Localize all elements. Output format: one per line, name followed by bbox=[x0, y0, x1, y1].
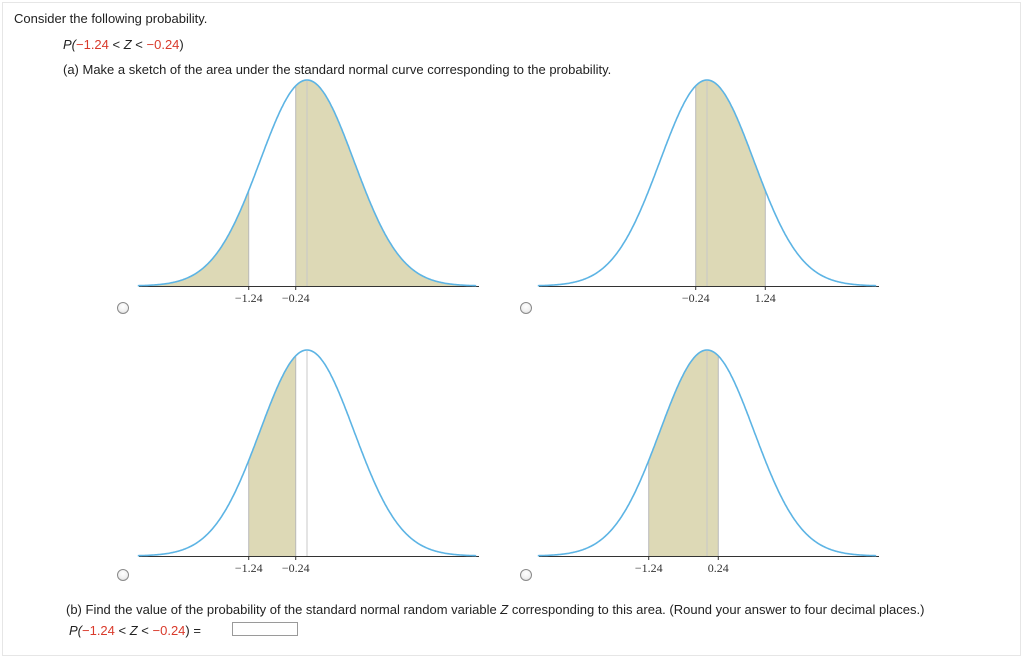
chart-option-top-right: −0.24 1.24 bbox=[535, 70, 885, 315]
tick-label: −0.24 bbox=[682, 291, 710, 305]
prob-lower: −1.24 bbox=[76, 37, 109, 52]
normal-curve bbox=[137, 79, 477, 287]
tick-label: −1.24 bbox=[235, 561, 263, 575]
tick-label: 0.24 bbox=[708, 561, 729, 575]
shaded-region bbox=[648, 350, 719, 556]
shaded-region bbox=[295, 80, 477, 286]
part-a-prompt: (a) Make a sketch of the area under the … bbox=[63, 62, 612, 77]
prob-z: Z bbox=[123, 37, 132, 52]
shaded-region bbox=[248, 355, 296, 556]
chart-option-bottom-left: −1.24 −0.24 bbox=[135, 340, 485, 585]
part-b-text-after: corresponding to this area. (Round your … bbox=[508, 602, 925, 617]
answer-equals: = bbox=[189, 623, 201, 638]
answer-close: ) bbox=[185, 623, 190, 638]
answer-p: P( bbox=[69, 623, 82, 638]
chart-option-bottom-right: −1.24 0.24 bbox=[535, 340, 885, 585]
part-b-prompt: (b) Find the value of the probability of… bbox=[66, 602, 924, 617]
question-intro: Consider the following probability. bbox=[14, 11, 208, 26]
answer-lt-2: < bbox=[137, 623, 153, 638]
normal-curve-chart: −0.24 1.24 bbox=[537, 79, 879, 305]
normal-curve-chart: −1.24 −0.24 bbox=[137, 349, 479, 575]
answer-upper: −0.24 bbox=[152, 623, 186, 638]
shaded-region bbox=[137, 190, 249, 286]
prob-upper: −0.24 bbox=[146, 37, 180, 52]
probability-expression: P(−1.24 < Z < −0.24) bbox=[63, 37, 184, 52]
radio-option-top-right[interactable] bbox=[520, 302, 532, 314]
prob-close: ) bbox=[179, 37, 184, 52]
answer-input[interactable] bbox=[232, 622, 298, 636]
prob-lt-1: < bbox=[108, 37, 124, 52]
radio-option-bottom-right[interactable] bbox=[520, 569, 532, 581]
radio-option-top-left[interactable] bbox=[117, 302, 129, 314]
answer-lower: −1.24 bbox=[82, 623, 115, 638]
tick-label: −0.24 bbox=[282, 291, 310, 305]
answer-z: Z bbox=[129, 623, 138, 638]
normal-curve-chart: −1.24 0.24 bbox=[537, 349, 879, 575]
tick-label: 1.24 bbox=[755, 291, 776, 305]
tick-label: −1.24 bbox=[235, 291, 263, 305]
chart-option-top-left: −1.24 −0.24 bbox=[135, 70, 485, 315]
radio-option-bottom-left[interactable] bbox=[117, 569, 129, 581]
normal-curve-chart: −1.24 −0.24 bbox=[137, 79, 479, 305]
tick-label: −0.24 bbox=[282, 561, 310, 575]
shaded-region bbox=[695, 80, 766, 286]
normal-curve bbox=[137, 349, 477, 557]
part-b-text-before: (b) Find the value of the probability of… bbox=[66, 602, 501, 617]
normal-curve bbox=[537, 349, 877, 557]
part-b-z: Z bbox=[500, 602, 509, 617]
prob-lt-2: < bbox=[131, 37, 147, 52]
answer-expression: P(−1.24 < Z < −0.24) = bbox=[69, 623, 201, 638]
prob-p: P( bbox=[63, 37, 76, 52]
normal-curve bbox=[537, 79, 877, 287]
answer-lt-1: < bbox=[114, 623, 130, 638]
tick-label: −1.24 bbox=[635, 561, 663, 575]
